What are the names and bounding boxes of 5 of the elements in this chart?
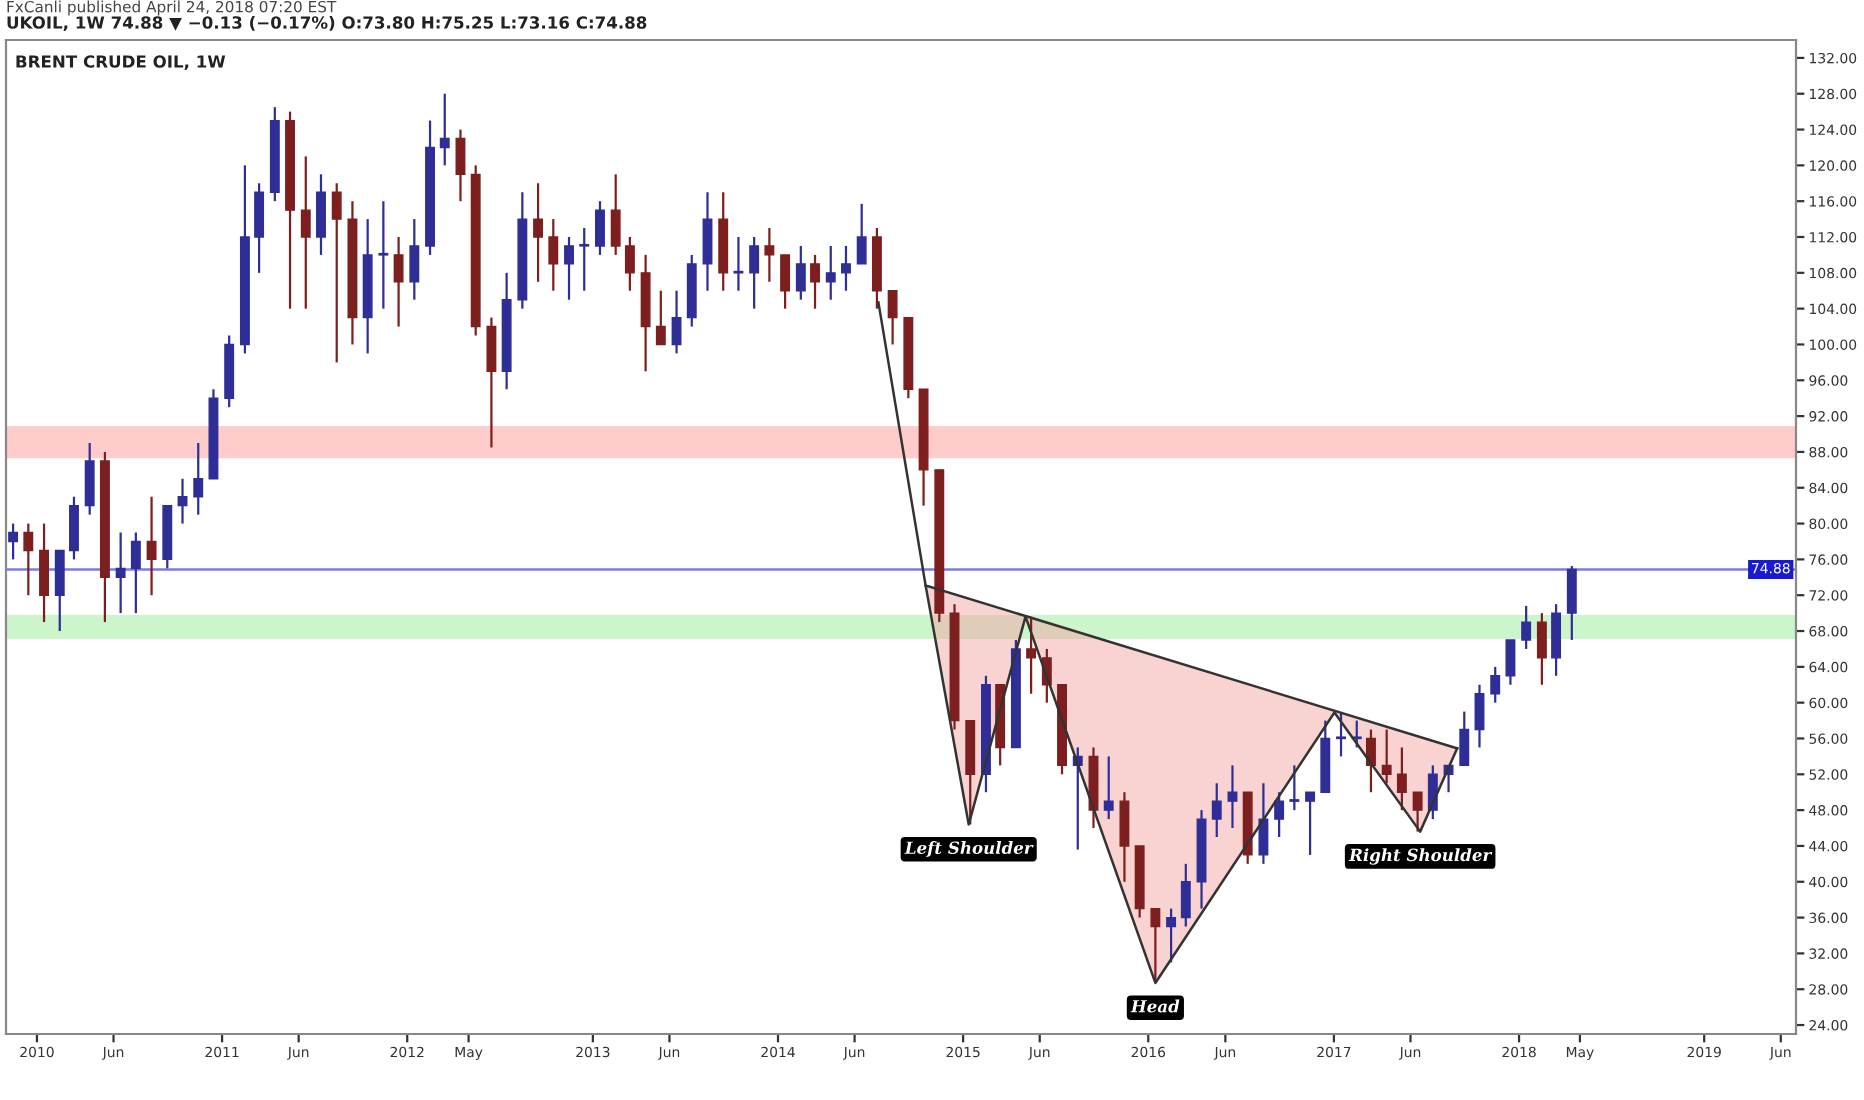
- annotation: Left Shoulder: [904, 841, 1034, 857]
- text: BRENT CRUDE OIL, 1W: [16, 55, 226, 70]
- annotation: Head: [1130, 999, 1180, 1013]
- chart-subtitle: UKOIL, 1W 74.88 ▼ −0.13 (−0.17%) O:73.80 H:75.25 L:73.16 C:74.88: [7, 15, 647, 31]
- annotation: Right Shoulder: [1348, 848, 1493, 865]
